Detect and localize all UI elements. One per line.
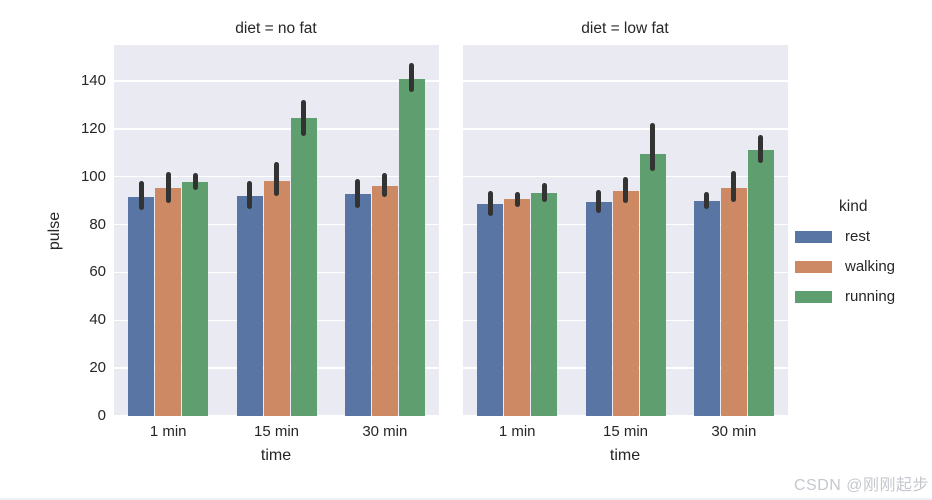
errorbar-walking-30min	[382, 173, 388, 197]
facet-title-no-fat: diet = no fat	[235, 20, 317, 37]
bar-rest-1min	[128, 196, 155, 416]
bar-walking-15min	[612, 191, 639, 416]
bar-rest-15min	[585, 201, 612, 416]
errorbar-running-1min	[541, 182, 547, 202]
legend-label-running: running	[845, 288, 896, 305]
errorbar-walking-15min	[623, 176, 628, 203]
errorbar-rest-30min	[355, 179, 361, 208]
bar-running-15min	[290, 118, 317, 416]
y-tick-label: 100	[80, 167, 106, 185]
legend-entry-walking: walking	[795, 258, 932, 275]
bar-rest-30min	[693, 201, 720, 416]
y-tick-label: 20	[89, 359, 106, 377]
errorbar-walking-1min	[165, 171, 171, 203]
legend-label-rest: rest	[845, 228, 871, 245]
errorbar-walking-30min	[731, 170, 737, 202]
bottom-strip	[0, 498, 932, 500]
y-tick-label: 80	[89, 215, 106, 233]
gridline	[114, 415, 439, 417]
y-tick-label: 40	[89, 311, 106, 329]
legend-label-walking: walking	[845, 258, 896, 275]
bar-running-30min	[747, 150, 774, 416]
y-tick-label: 0	[97, 407, 106, 424]
y-tick-label: 60	[89, 263, 106, 281]
legend-entry-rest: rest	[795, 228, 932, 245]
x-tick-label: 30 min	[711, 423, 757, 440]
bar-walking-30min	[720, 188, 747, 416]
gridline	[463, 80, 788, 82]
legend: kind rest walking running	[795, 198, 932, 318]
x-tick-label: 15 min	[253, 423, 300, 440]
gridline	[114, 80, 439, 82]
bar-walking-1min	[504, 199, 531, 416]
bar-rest-15min	[236, 195, 263, 416]
gridline	[114, 128, 439, 130]
x-tick-label: 1 min	[498, 423, 536, 440]
legend-swatch-running	[795, 290, 832, 303]
bar-walking-30min	[371, 185, 398, 416]
x-tick-label: 1 min	[149, 423, 187, 440]
y-tick-label: 120	[80, 119, 106, 137]
gridline	[463, 128, 788, 130]
errorbar-rest-15min	[247, 181, 252, 209]
bar-walking-15min	[263, 181, 290, 416]
errorbar-running-30min	[758, 134, 764, 164]
y-tick-label: 140	[80, 71, 106, 89]
bar-running-1min	[182, 182, 209, 416]
errorbar-rest-1min	[487, 191, 493, 217]
csdn-watermark: CSDN @刚刚起步	[793, 477, 929, 494]
errorbar-running-15min	[301, 100, 306, 136]
legend-entry-running: running	[795, 288, 932, 305]
gridline	[463, 415, 788, 417]
errorbar-rest-1min	[138, 181, 144, 211]
errorbar-running-30min	[409, 62, 415, 92]
errorbar-running-15min	[650, 122, 655, 171]
legend-swatch-rest	[795, 230, 832, 243]
x-axis-label-left: time	[260, 447, 292, 464]
errorbar-walking-15min	[274, 162, 279, 196]
bar-rest-30min	[344, 193, 371, 416]
bar-rest-1min	[477, 204, 504, 416]
bar-walking-1min	[155, 188, 182, 416]
bar-running-15min	[639, 153, 666, 416]
legend-title: kind	[839, 198, 868, 215]
bar-running-30min	[398, 79, 425, 416]
facet-plot-no-fat	[114, 45, 439, 417]
facet-title-low-fat: diet = low fat	[581, 20, 669, 37]
bar-running-1min	[531, 192, 558, 416]
x-tick-label: 15 min	[602, 423, 649, 440]
errorbar-walking-1min	[514, 192, 520, 207]
facet-plot-low-fat	[463, 45, 788, 417]
errorbar-running-1min	[192, 173, 198, 190]
errorbar-rest-30min	[704, 192, 710, 209]
legend-swatch-walking	[795, 260, 832, 273]
x-tick-label: 30 min	[362, 423, 408, 440]
x-axis-label-right: time	[609, 447, 641, 464]
errorbar-rest-15min	[596, 189, 601, 213]
